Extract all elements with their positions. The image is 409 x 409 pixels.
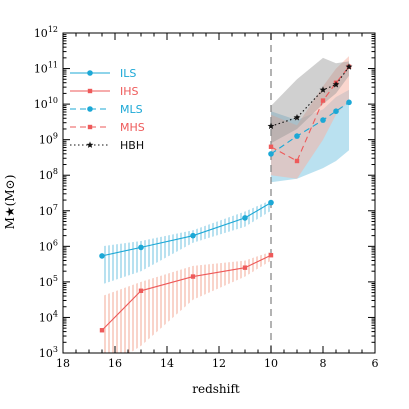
legend-label-ils: ILS [120, 67, 136, 80]
band-ils [102, 200, 271, 285]
uncertainty-bands [102, 56, 349, 353]
point-hbh [267, 122, 275, 130]
x-tick-label: 8 [320, 357, 327, 370]
point-mhs [268, 144, 274, 149]
point-hbh [293, 114, 301, 121]
x-tick-label: 18 [56, 357, 70, 370]
point-mls [333, 108, 339, 115]
point-ils [268, 199, 274, 206]
point-mls [268, 151, 274, 157]
legend-label-mls: MLS [120, 103, 143, 116]
x-tick-label: 16 [108, 357, 122, 370]
legend-marker-hbh [86, 141, 94, 148]
legend: ILS IHS MLS MHS HBH [70, 67, 145, 152]
y-tick-label: 109 [39, 132, 58, 147]
x-tick-label: 12 [212, 357, 226, 370]
point-ils [99, 253, 105, 259]
point-ihs [242, 265, 248, 270]
y-tick-label: 1010 [34, 96, 58, 111]
series-lines [99, 63, 353, 333]
legend-label-mhs: MHS [120, 121, 145, 134]
legend-marker-ihs [87, 88, 93, 94]
point-hbh [319, 86, 327, 93]
point-ihs [268, 253, 274, 258]
band-hbh [271, 57, 349, 144]
x-tick-label: 6 [372, 357, 379, 370]
point-mhs [294, 158, 300, 164]
point-mhs [320, 98, 326, 103]
y-tick-label: 1011 [34, 61, 58, 76]
legend-marker-mhs [87, 124, 93, 130]
point-mls [346, 99, 352, 106]
y-tick-label: 107 [39, 203, 58, 218]
point-ihs [138, 288, 144, 293]
x-tick-label: 14 [160, 357, 174, 370]
point-mls [294, 133, 300, 139]
y-tick-label: 104 [39, 309, 58, 324]
y-tick-label: 108 [39, 167, 58, 182]
point-ils [242, 215, 248, 221]
x-axis-ticks: 18 16 14 12 10 8 6 [56, 33, 379, 370]
point-mls [320, 117, 326, 123]
point-ils [190, 232, 196, 239]
legend-marker-ils [87, 70, 93, 76]
point-hbh [332, 81, 340, 88]
point-hbh [345, 63, 353, 70]
y-tick-label: 1012 [34, 25, 58, 40]
point-ihs [190, 274, 196, 279]
legend-label-hbh: HBH [120, 139, 144, 152]
y-axis-label: M★(M⊙) [3, 175, 17, 230]
x-tick-label: 10 [264, 357, 278, 370]
x-axis-label: redshift [192, 382, 240, 396]
point-ils [138, 244, 144, 251]
point-ihs [99, 328, 105, 333]
legend-marker-mls [87, 106, 93, 112]
band-ihs [102, 251, 271, 353]
y-tick-label: 106 [39, 238, 58, 253]
y-tick-label: 105 [39, 274, 58, 289]
legend-label-ihs: IHS [120, 85, 139, 98]
